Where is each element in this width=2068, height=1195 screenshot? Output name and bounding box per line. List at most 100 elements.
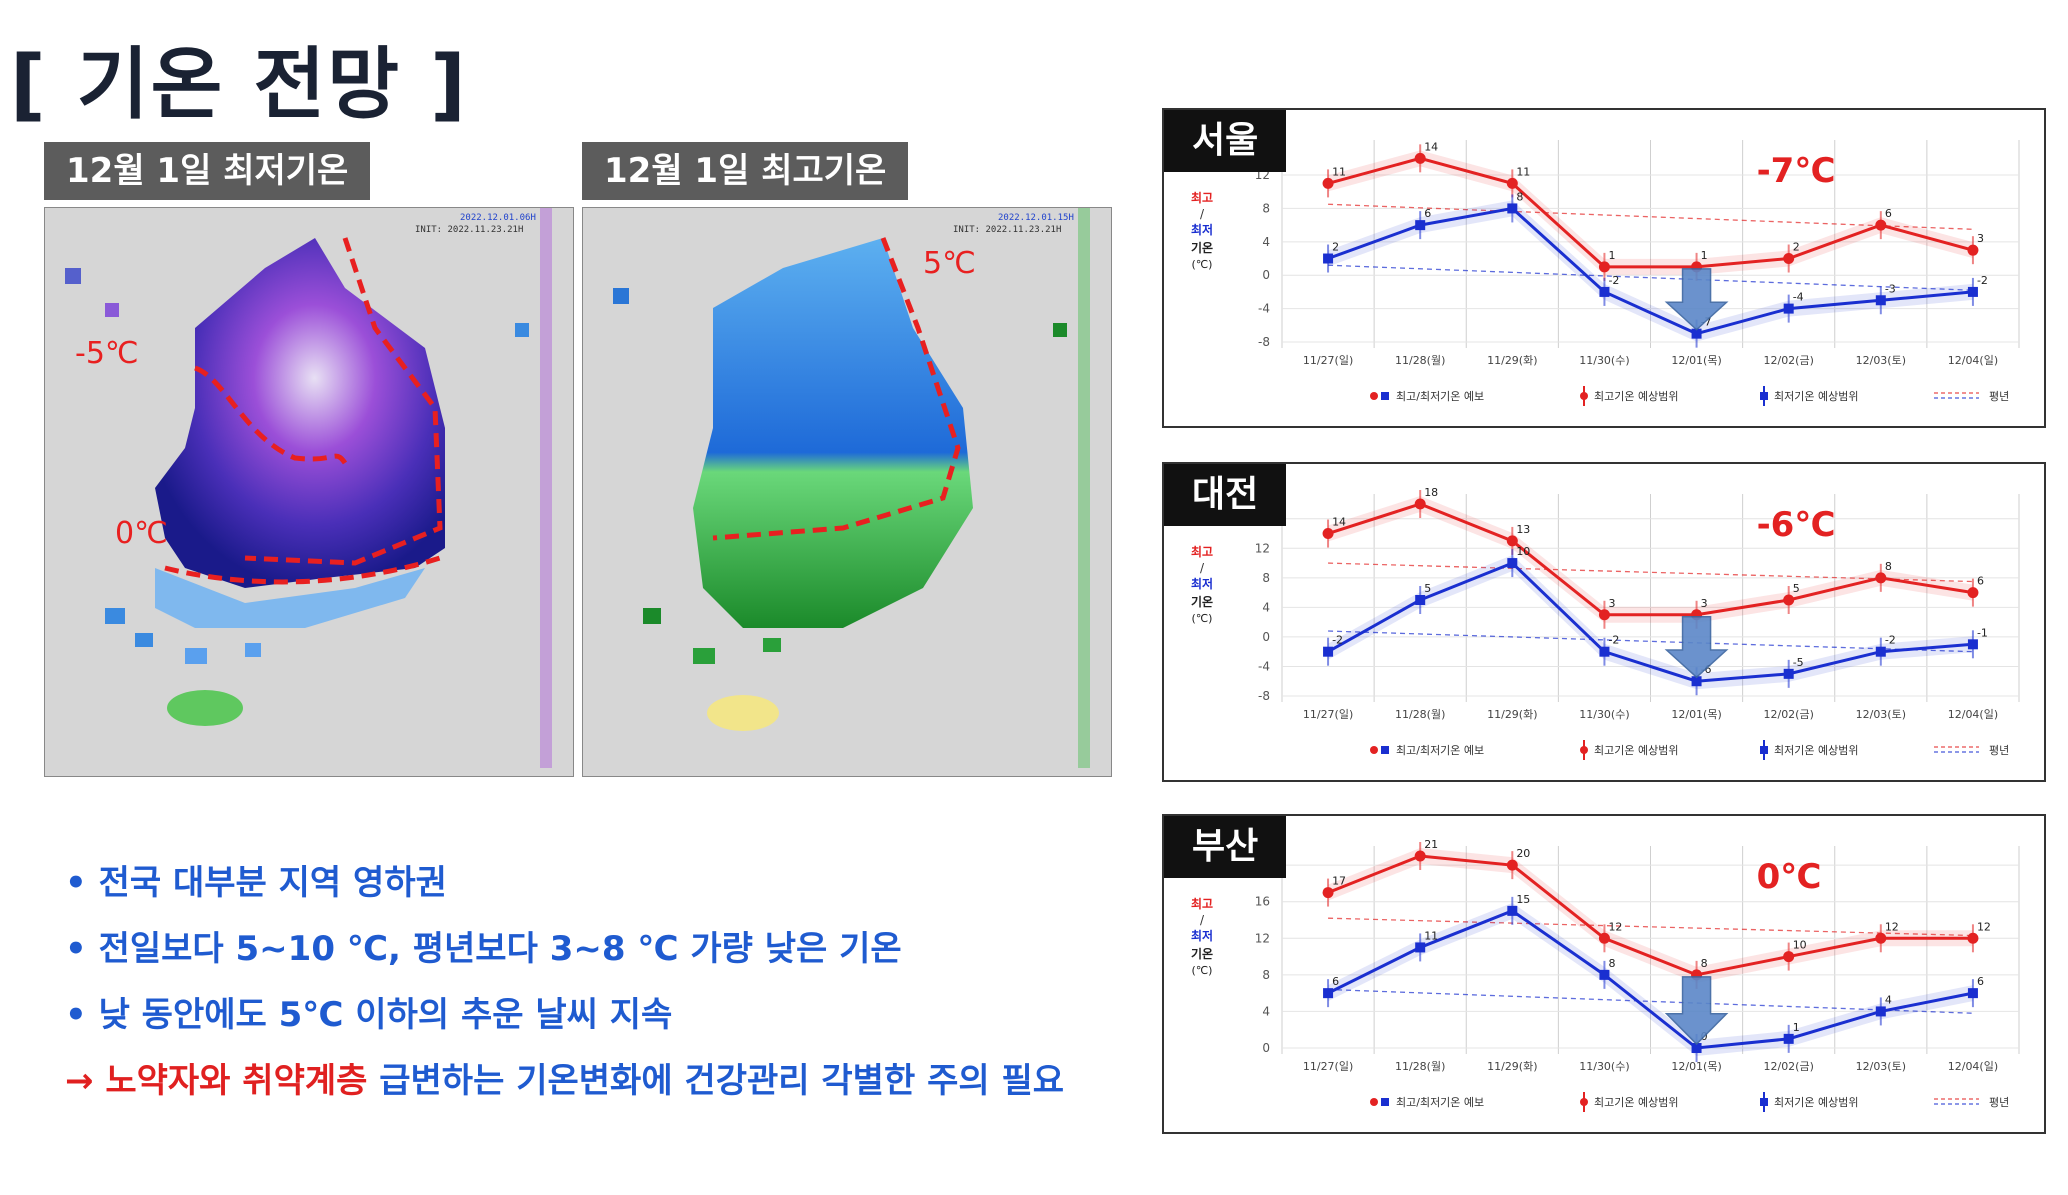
init-run: INIT: 2022.11.23.21H — [953, 225, 1061, 235]
high-series-data-label: 6 — [1885, 207, 1892, 220]
low-series-data-label: -2 — [1608, 634, 1619, 647]
min-temp-map-graphic: 2022.12.01.06H INIT: 2022.11.23.21H -5℃ … — [65, 208, 552, 768]
low-series-point — [1415, 595, 1426, 605]
summary-bullets: • 전국 대부분 지역 영하권 • 전일보다 5~10 ℃, 평년보다 3~8 … — [65, 850, 1064, 1114]
max-temp-map-panel: 12월 1일 최고기온 2022.12.01.15H INIT: 2022.11… — [582, 142, 1112, 777]
high-series-point — [1598, 932, 1610, 944]
legend-high-range: 최고기온 예상범위 — [1594, 744, 1678, 757]
y-tick-label: 0 — [1262, 268, 1270, 282]
high-series-point — [1414, 850, 1426, 862]
ylabel-word: 기온 — [1191, 240, 1213, 255]
x-tick-label: 11/29(화) — [1487, 708, 1537, 721]
high-series-data-label: 14 — [1424, 140, 1438, 153]
high-series-point — [1322, 887, 1334, 899]
y-tick-label: 0 — [1262, 630, 1270, 644]
low-series-data-label: -2 — [1608, 274, 1619, 287]
ylabel-low: 최저 — [1191, 576, 1213, 591]
legend-high-range-marker — [1580, 1098, 1588, 1106]
low-series-data-label: 11 — [1424, 929, 1438, 942]
low-series-data-label: -2 — [1885, 634, 1896, 647]
y-tick-label: 4 — [1262, 600, 1270, 614]
high-series-line — [1327, 502, 1974, 617]
high-series-data-label: 20 — [1516, 847, 1530, 860]
x-tick-label: 11/27(일) — [1303, 707, 1353, 721]
high-series-data-label: 6 — [1977, 575, 1984, 588]
low-series-data-label: -7 — [1701, 316, 1712, 329]
x-tick-label: 12/03(토) — [1856, 1060, 1906, 1073]
max-temp-map-label: 12월 1일 최고기온 — [582, 142, 909, 200]
legend-forecast-high-marker — [1370, 392, 1378, 400]
ylabel-word: 기온 — [1191, 946, 1213, 961]
low-series-data-label: 6 — [1332, 975, 1339, 988]
legend-forecast-low-marker — [1381, 392, 1389, 400]
legend-normal: 평년 — [1989, 744, 2009, 757]
low-series-point — [1415, 220, 1426, 231]
high-series-data-label: 1 — [1701, 249, 1708, 262]
max-temp-map-graphic: 2022.12.01.15H INIT: 2022.11.23.21H 5℃ — [613, 208, 1090, 768]
high-series-data-label: 1 — [1608, 249, 1615, 262]
ylabel-slash: / — [1200, 913, 1205, 927]
min-temp-map-label: 12월 1일 최저기온 — [44, 142, 371, 200]
low-series-point — [1875, 1006, 1886, 1017]
high-series-point — [1322, 528, 1334, 540]
low-series-point — [1507, 905, 1518, 916]
high-series-data-label: 13 — [1516, 523, 1530, 536]
x-tick-label: 11/30(수) — [1579, 354, 1629, 367]
high-series-data-label: 17 — [1332, 875, 1346, 888]
low-series-data-label: -4 — [1793, 291, 1804, 304]
low-series-point — [1599, 969, 1610, 980]
y-tick-label: 16 — [1255, 895, 1270, 909]
high-series-point — [1414, 152, 1426, 164]
low-series-point — [1783, 1033, 1794, 1044]
low-series-point — [1967, 286, 1978, 297]
y-tick-label: -4 — [1258, 302, 1270, 316]
temp-annotation: -6℃ — [1757, 505, 1836, 545]
bullet-3: • 낮 동안에도 5℃ 이하의 추운 날씨 지속 — [65, 995, 673, 1035]
low-series-point — [1507, 558, 1518, 569]
ylabel-slash: / — [1200, 207, 1205, 221]
y-tick-label: 12 — [1255, 931, 1270, 945]
legend-normal: 평년 — [1989, 1096, 2009, 1109]
x-tick-label: 12/04(일) — [1948, 353, 1998, 367]
high-series-point — [1506, 177, 1518, 189]
low-series-data-label: -2 — [1977, 274, 1988, 287]
x-tick-label: 12/03(토) — [1856, 708, 1906, 721]
down-arrow-icon — [1664, 268, 1729, 331]
high-series-point — [1506, 859, 1518, 871]
x-tick-label: 11/30(수) — [1579, 1060, 1629, 1073]
ylabel-unit: (℃) — [1192, 964, 1213, 977]
x-tick-label: 12/04(일) — [1948, 1059, 1998, 1073]
high-series-data-label: 3 — [1608, 597, 1615, 610]
low-series-point — [1599, 646, 1610, 657]
high-series-point — [1598, 261, 1610, 273]
low-series-data-label: 1 — [1793, 1021, 1800, 1034]
legend-forecast-high-marker — [1370, 746, 1378, 754]
legend-forecast-high-marker — [1370, 1098, 1378, 1106]
x-tick-label: 12/04(일) — [1948, 707, 1998, 721]
x-tick-label: 11/28(월) — [1395, 1060, 1445, 1073]
low-series-point — [1875, 295, 1886, 306]
low-series-data-label: 15 — [1516, 893, 1530, 906]
low-series-point — [1323, 988, 1334, 999]
legend-forecast: 최고/최저기온 예보 — [1396, 1096, 1484, 1109]
high-series-point — [1783, 951, 1795, 963]
ylabel-high: 최고 — [1191, 190, 1213, 205]
y-tick-label: -8 — [1258, 689, 1270, 703]
x-tick-label: 12/03(토) — [1856, 354, 1906, 367]
x-tick-label: 11/28(월) — [1395, 354, 1445, 367]
high-series-point — [1322, 177, 1334, 189]
low-series-data-label: 2 — [1332, 241, 1339, 254]
high-series-point — [1598, 609, 1610, 621]
warning-target: 노약자와 취약계층 — [105, 1061, 368, 1101]
city-label-seoul: 서울 — [1164, 110, 1287, 172]
legend-low-range-marker — [1760, 746, 1768, 754]
high-series-data-label: 3 — [1977, 232, 1984, 245]
x-tick-label: 11/27(일) — [1303, 353, 1353, 367]
warning-line: → 노약자와 취약계층 급변하는 기온변화에 건강관리 각별한 주의 필요 — [65, 1048, 1064, 1114]
ylabel-unit: (℃) — [1192, 612, 1213, 625]
low-series-data-label: 4 — [1885, 993, 1892, 1006]
x-tick-label: 12/02(금) — [1763, 354, 1813, 367]
low-series-point — [1415, 942, 1426, 953]
high-series-point — [1875, 219, 1887, 231]
x-tick-label: 12/01(목) — [1671, 708, 1721, 721]
